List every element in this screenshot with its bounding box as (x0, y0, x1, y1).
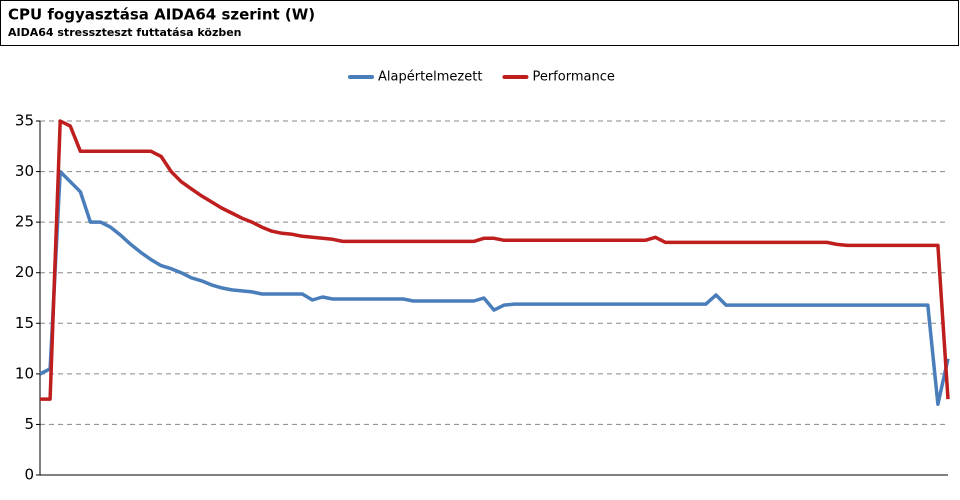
y-tick-label: 35 (15, 112, 34, 130)
y-tick-label: 5 (24, 415, 34, 433)
title-box (0, 0, 959, 46)
series-line (39, 169, 950, 406)
y-tick-label: 10 (15, 364, 34, 382)
chart-subtitle: AIDA64 stresszteszt futtatása közben (8, 26, 242, 39)
y-tick-label: 30 (15, 162, 34, 180)
chart-title: CPU fogyasztása AIDA64 szerint (W) (8, 6, 315, 24)
legend-label: Alapértelmezett (378, 70, 482, 85)
series-line (40, 119, 950, 401)
legend-label: Performance (532, 70, 614, 85)
y-tick-label: 0 (24, 466, 34, 484)
y-tick-label: 20 (15, 263, 34, 281)
y-tick-label: 15 (15, 314, 34, 332)
y-tick-label: 25 (15, 213, 34, 231)
